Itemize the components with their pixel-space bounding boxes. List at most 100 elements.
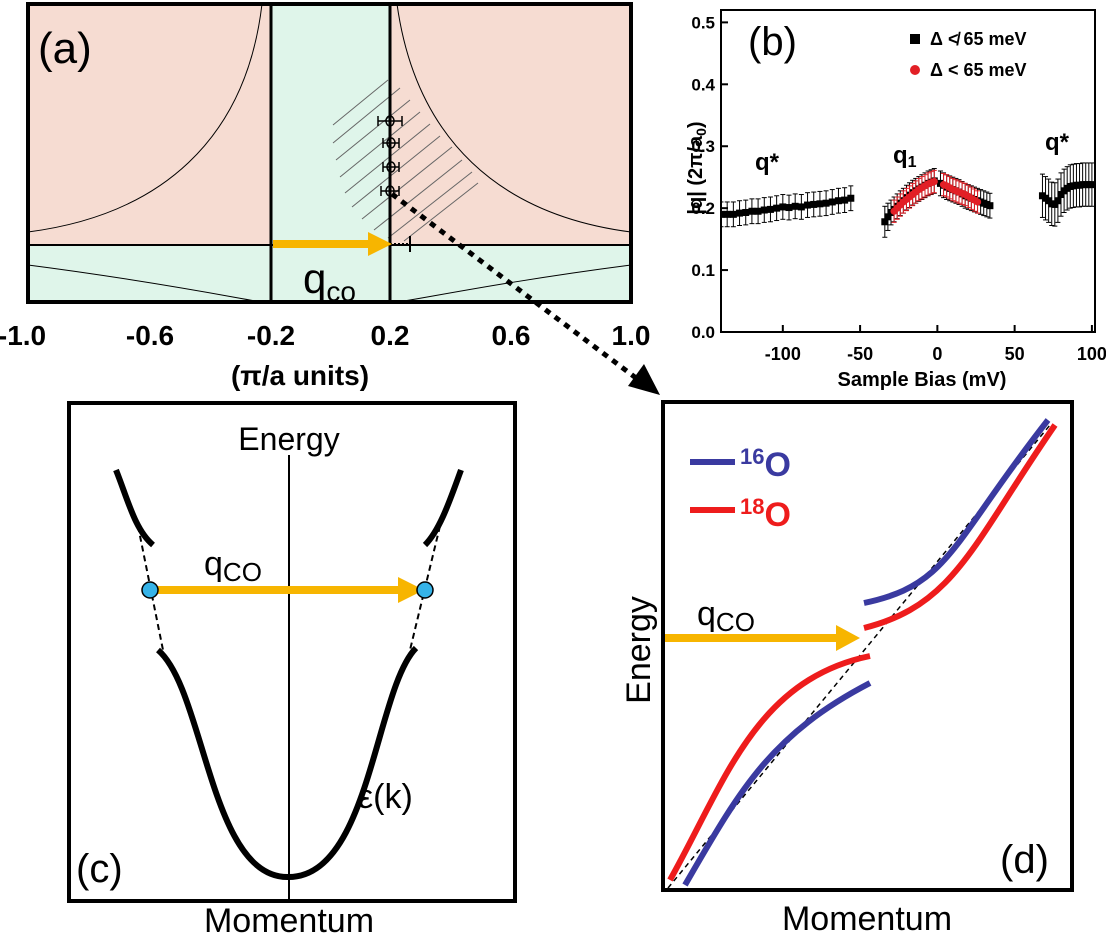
panel-b-ytick-label: 0.3 <box>691 137 715 156</box>
panel-b-xtick-label: -100 <box>765 344 801 364</box>
panel-b-point-black <box>1088 181 1095 189</box>
panel-b-series-red <box>890 169 982 223</box>
panel-d-energy-label: Energy <box>620 596 658 704</box>
fermi-arc-top-right <box>396 4 631 233</box>
panel-a-xticks: -1.0 -0.6 -0.2 0.2 0.6 1.0 <box>0 320 650 351</box>
panel-b-point-black <box>773 204 781 212</box>
legend-black-text: Δ ≮ 65 meV <box>930 29 1027 49</box>
panel-b-point-black <box>797 203 805 211</box>
panel-b-xtick-label: 50 <box>1005 344 1025 364</box>
panel-b-point-black <box>723 210 731 218</box>
panel-b-point-black <box>810 200 818 208</box>
panel-c-bg <box>69 403 515 901</box>
panel-b-ylabel-main: |q| (2π/a <box>685 135 707 215</box>
panel-b-ytick-label: 0.1 <box>691 261 715 280</box>
panel-c: Energy qCO ε(k) (c) Momentum <box>67 401 517 936</box>
panel-d-momentum-label: Momentum <box>782 900 952 936</box>
panel-b-point-black <box>816 200 824 208</box>
curve-16o-lower <box>682 680 872 887</box>
panel-b-ylabel-sub: 0 <box>693 128 709 136</box>
panel-a-tick-1: -0.6 <box>126 320 174 351</box>
crossing-dot-left <box>141 581 159 599</box>
panel-b-point-red <box>973 198 982 206</box>
panel-b-point-black <box>785 204 793 212</box>
panel-b-point-black <box>828 198 836 206</box>
legend-red-text: Δ < 65 meV <box>930 60 1027 80</box>
panel-b-point-black <box>1051 200 1059 208</box>
panel-b-yticks: 0.0 0.1 0.2 0.3 0.4 0.5 <box>691 13 728 342</box>
fermi-arc-top-left <box>28 4 263 233</box>
panel-b-point-black <box>804 201 812 209</box>
curve-16o-upper <box>863 418 1051 606</box>
panel-b-frame <box>720 9 1096 333</box>
panel-a-label: (a) <box>38 24 92 73</box>
qco-label-a-sub: co <box>326 276 356 307</box>
panel-a-tick-4: 0.6 <box>492 320 531 351</box>
connector-dotted-arrow <box>390 192 638 380</box>
panel-b-point-black <box>742 208 750 216</box>
legend-16o-text: 16O <box>740 444 791 484</box>
panel-b-point-black <box>1057 191 1065 199</box>
panel-a-tick-5: 1.0 <box>612 320 651 351</box>
panel-a-mint-horizontal-band <box>28 245 631 302</box>
dispersion-upper-right <box>422 468 464 548</box>
crossing-dot-right <box>416 581 434 599</box>
panel-b-point-red <box>930 177 938 186</box>
legend-18o-main: O <box>764 496 790 534</box>
qco-arrowhead-a <box>368 232 392 256</box>
qco-label-a-main: q <box>303 255 326 302</box>
panel-d-frame <box>661 400 1074 892</box>
panel-b-point-black <box>721 210 725 218</box>
curve-18o-lower <box>667 653 871 882</box>
panel-b-point-black <box>986 202 994 210</box>
panel-a-axis-title: (π/a units) <box>231 360 369 391</box>
legend-18o-text: 18O <box>740 494 791 534</box>
connector-arrowhead <box>628 364 660 395</box>
legend-16o-main: O <box>764 446 790 484</box>
ann-qstar-right: q* <box>1045 129 1070 156</box>
qco-label-d-main: q <box>697 595 716 633</box>
ann-q1-sub: 1 <box>908 154 917 171</box>
panel-b-xlabel: Sample Bias (mV) <box>838 369 1007 391</box>
legend-black-square <box>910 34 920 44</box>
qco-label-d: qCO <box>697 595 755 637</box>
panel-b-ylabel: |q| (2π/a0) <box>685 121 709 214</box>
qco-label-c-sub: CO <box>223 557 262 587</box>
legend-16o-sup: 16 <box>740 444 764 469</box>
panel-c-energy-label: Energy <box>238 421 339 457</box>
panel-b-point-black <box>729 210 737 218</box>
panel-c-momentum-label: Momentum <box>204 902 374 936</box>
ann-q1-main: q <box>893 142 908 169</box>
panel-b-point-black <box>779 203 787 211</box>
ann-qstar-left: q* <box>755 149 780 176</box>
qco-label-c-main: q <box>204 545 223 583</box>
dispersion-upper-left <box>113 468 156 548</box>
dispersion-lower <box>155 645 419 881</box>
panel-b-ytick-label: 0.0 <box>691 323 715 342</box>
panel-b-point-black <box>736 209 744 217</box>
panel-b-point-black <box>748 207 756 215</box>
panel-d-label: (d) <box>1000 838 1049 882</box>
panel-b-point-black <box>760 206 768 214</box>
panel-b-point-black <box>766 205 774 213</box>
legend-18o-sup: 18 <box>740 494 764 519</box>
ann-q1: q1 <box>893 142 917 171</box>
panel-b-point-black <box>881 218 889 226</box>
panel-b-point-black <box>1054 197 1062 205</box>
panel-b-xtick-label: 0 <box>932 344 942 364</box>
panel-a: (a) qco -1.0 -0.6 -0.2 0.2 0.6 1.0 (π/a … <box>0 2 650 391</box>
panel-b-xticks: -100 -50 0 50 100 <box>765 325 1106 364</box>
panel-d: 16O 18O qCO Energy (d) Momentum <box>620 400 1074 936</box>
qco-label-d-sub: CO <box>716 607 755 637</box>
panel-b-label: (b) <box>748 20 797 64</box>
legend-red-circle <box>910 65 920 75</box>
panel-b-point-black <box>847 194 855 202</box>
qco-arrowhead-c <box>398 577 424 603</box>
panel-b-point-black <box>822 199 830 207</box>
dispersion-label: ε(k) <box>358 778 413 816</box>
qco-label-a: qco <box>303 255 356 307</box>
panel-b-ytick-label: 0.2 <box>691 199 715 218</box>
panel-c-frame <box>67 401 517 903</box>
panel-b-xtick-label: -50 <box>847 344 873 364</box>
